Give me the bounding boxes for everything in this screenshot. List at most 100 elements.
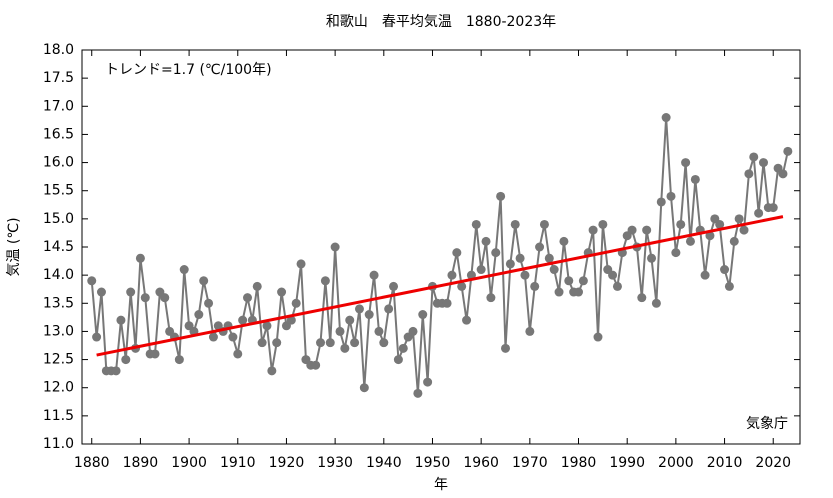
chart-title: 和歌山 春平均気温 1880-2023年: [326, 14, 556, 30]
data-point: [574, 287, 584, 297]
data-point: [121, 355, 131, 365]
data-point: [690, 174, 700, 184]
data-point: [277, 287, 287, 297]
x-tick-label: 1930: [317, 455, 353, 471]
data-point: [637, 293, 647, 303]
data-point: [515, 253, 525, 263]
data-point: [758, 158, 768, 168]
x-tick-label: 1880: [74, 455, 110, 471]
data-point: [204, 298, 214, 308]
x-tick-label: 1990: [609, 455, 645, 471]
y-tick-label: 16.5: [43, 126, 74, 142]
data-point: [588, 225, 598, 235]
x-tick-label: 1980: [561, 455, 597, 471]
data-point: [598, 219, 608, 229]
data-point: [87, 276, 97, 286]
data-point: [749, 152, 759, 162]
data-point: [466, 270, 476, 280]
data-point: [539, 219, 549, 229]
data-point: [379, 338, 389, 348]
data-point: [311, 360, 321, 370]
data-point: [457, 281, 467, 291]
data-point: [111, 366, 121, 376]
x-tick-label: 1890: [123, 455, 159, 471]
data-point: [671, 248, 681, 258]
data-point: [359, 383, 369, 393]
data-point: [398, 343, 408, 353]
data-point: [783, 146, 793, 156]
y-tick-label: 13.0: [43, 323, 74, 339]
data-point: [325, 338, 335, 348]
data-point: [330, 242, 340, 252]
data-point: [447, 270, 457, 280]
data-point: [505, 259, 515, 269]
x-tick-label: 2000: [658, 455, 694, 471]
data-point: [656, 197, 666, 207]
data-point: [243, 293, 253, 303]
data-point: [335, 326, 345, 336]
data-point: [116, 315, 126, 325]
data-point: [535, 242, 545, 252]
data-point: [544, 253, 554, 263]
y-tick-label: 11.5: [43, 408, 74, 424]
x-tick-label: 1950: [415, 455, 451, 471]
data-point: [462, 315, 472, 325]
data-point: [199, 276, 209, 286]
data-point: [320, 276, 330, 286]
data-point: [340, 343, 350, 353]
data-point: [666, 191, 676, 201]
data-point: [729, 236, 739, 246]
trend-line: [96, 215, 784, 357]
data-point: [510, 219, 520, 229]
data-point: [408, 326, 418, 336]
data-point: [676, 219, 686, 229]
data-point: [486, 293, 496, 303]
y-tick-label: 18.0: [43, 42, 74, 58]
y-tick-label: 17.0: [43, 98, 74, 114]
data-point: [384, 304, 394, 314]
data-point: [452, 248, 462, 258]
data-point: [374, 326, 384, 336]
y-tick-label: 11.0: [43, 436, 74, 452]
data-point: [423, 377, 433, 387]
data-point: [418, 310, 428, 320]
data-point: [647, 253, 657, 263]
y-tick-label: 14.0: [43, 267, 74, 283]
data-point: [228, 332, 238, 342]
data-point: [233, 349, 243, 359]
data-point: [724, 281, 734, 291]
x-tick-label: 1960: [463, 455, 499, 471]
data-point: [369, 270, 379, 280]
data-point: [520, 270, 530, 280]
data-point: [525, 326, 535, 336]
x-tick-label: 1910: [220, 455, 256, 471]
data-point: [681, 158, 691, 168]
y-tick-label: 14.5: [43, 239, 74, 255]
data-point: [272, 338, 282, 348]
data-point: [500, 343, 510, 353]
data-point: [208, 332, 218, 342]
data-point: [92, 332, 102, 342]
data-point: [491, 248, 501, 258]
data-point: [700, 270, 710, 280]
data-point: [316, 338, 326, 348]
x-axis-label: 年: [434, 477, 448, 493]
data-point: [739, 225, 749, 235]
data-point: [651, 298, 661, 308]
x-tick-label: 1900: [171, 455, 207, 471]
data-point: [481, 236, 491, 246]
data-point: [778, 169, 788, 179]
data-point: [442, 298, 452, 308]
data-point: [720, 265, 730, 275]
data-point: [252, 281, 262, 291]
data-point: [194, 310, 204, 320]
data-point: [393, 355, 403, 365]
data-point: [345, 315, 355, 325]
data-point: [768, 203, 778, 213]
data-point: [578, 276, 588, 286]
y-tick-label: 13.5: [43, 295, 74, 311]
data-point: [413, 388, 423, 398]
data-point: [140, 293, 150, 303]
y-axis-label: 気温 (℃): [6, 217, 22, 276]
data-point: [135, 253, 145, 263]
